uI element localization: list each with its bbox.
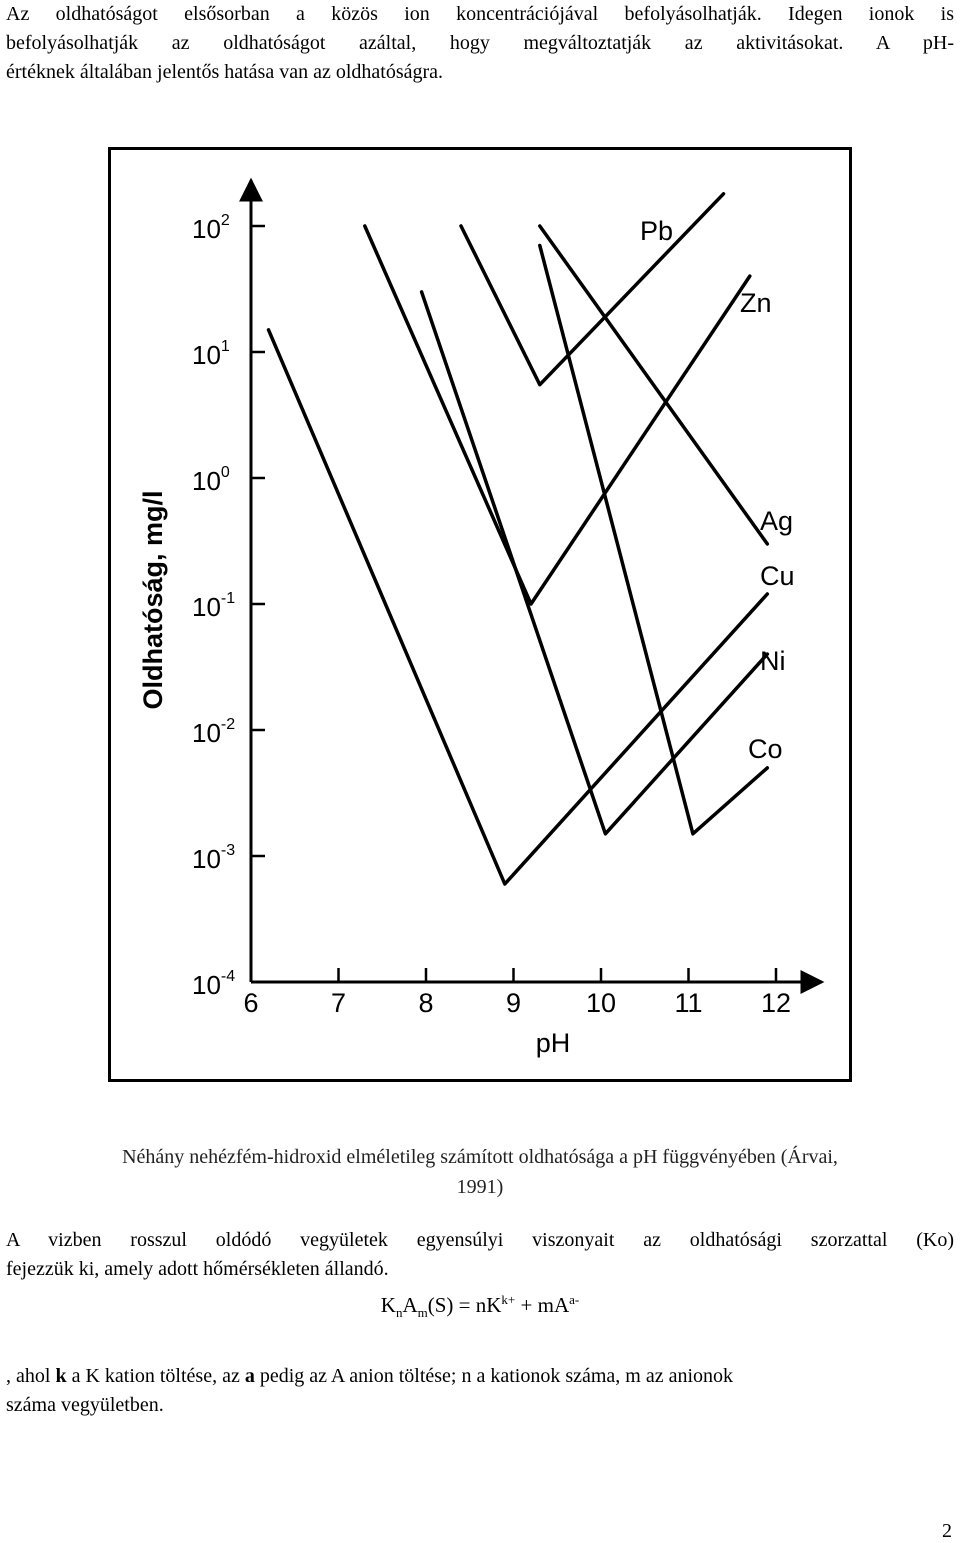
y-tick-base: 10: [192, 340, 221, 370]
p3-mid: a K kation töltése, az: [66, 1365, 245, 1387]
x-tick-label: 10: [586, 988, 616, 1018]
formula-a: A: [402, 1293, 418, 1317]
series-line-ni: [419, 290, 770, 836]
series-label-zn: Zn: [740, 288, 772, 318]
series-line-ag: [538, 224, 770, 546]
paragraph-2-line-2: fejezzük ki, amely adott hőmérsékleten á…: [6, 1258, 389, 1280]
y-tick-label: 101: [192, 338, 230, 370]
paragraph-3-line-2: száma vegyületben.: [6, 1394, 164, 1416]
y-tick-base: 10: [192, 466, 221, 496]
figure-caption-line-2: 1991): [456, 1176, 504, 1198]
formula-k: K: [380, 1293, 396, 1317]
series-label-ni: Ni: [760, 646, 786, 676]
formula-plus-part: + mA: [515, 1293, 570, 1317]
y-tick-label: 10-2: [192, 716, 235, 748]
x-tick-label: 12: [761, 988, 791, 1018]
p3-pre: , ahol: [6, 1365, 56, 1387]
y-tick-exponent: -1: [221, 590, 235, 607]
y-tick-exponent: -3: [221, 842, 235, 859]
p3-post: pedig az A anion töltése; n a kationok s…: [254, 1365, 734, 1387]
series-line-zn: [363, 224, 752, 606]
p3-k-bold: k: [55, 1365, 67, 1387]
x-tick-label: 9: [506, 988, 521, 1018]
x-axis-label: pH: [536, 1028, 571, 1058]
chart-frame: [108, 147, 852, 1082]
y-tick-base: 10: [192, 214, 221, 244]
solubility-product-formula: KnAm(S) = nKk+ + mAa-: [0, 1292, 960, 1321]
intro-line-3: értéknek általában jelentős hatása van a…: [6, 61, 444, 83]
series-label-ag: Ag: [760, 506, 793, 536]
series-label-cu: Cu: [760, 561, 795, 591]
y-tick-base: 10: [192, 592, 221, 622]
x-tick-label: 7: [331, 988, 346, 1018]
y-tick-exponent: -2: [221, 716, 235, 733]
series-line-cu: [266, 328, 770, 886]
formula-m-sub: m: [417, 1305, 428, 1321]
figure-caption-line-1: Néhány nehézfém-hidroxid elméletileg szá…: [122, 1146, 838, 1168]
paragraph-2-line-1: A vizben rosszul oldódó vegyületek egyen…: [6, 1229, 954, 1251]
y-tick-exponent: -4: [221, 968, 235, 985]
y-tick-label: 10-1: [192, 590, 235, 622]
y-tick-exponent: 1: [221, 338, 230, 355]
paragraph-3-line-1: , ahol k a K kation töltése, az a pedig …: [6, 1362, 954, 1391]
x-tick-label: 11: [674, 988, 702, 1018]
formula-k-sup: k+: [501, 1292, 516, 1307]
series-line-co: [538, 243, 770, 836]
y-tick-label: 10-4: [192, 968, 235, 1000]
formula-n-sub: n: [395, 1305, 403, 1321]
series-label-pb: Pb: [640, 216, 673, 246]
x-tick-label: 6: [243, 988, 258, 1018]
y-tick-exponent: 0: [221, 464, 230, 481]
y-tick-label: 100: [192, 464, 230, 496]
series-line-pb: [459, 192, 726, 387]
x-tick-label: 8: [418, 988, 433, 1018]
p3-a-bold: a: [244, 1365, 255, 1387]
y-axis-label: Oldhatóság, mg/l: [138, 490, 168, 709]
y-tick-base: 10: [192, 844, 221, 874]
intro-line-2: befolyásolhatják az oldhatóságot azáltal…: [6, 32, 954, 54]
y-tick-base: 10: [192, 970, 221, 1000]
formula-s-part: (S) = nK: [427, 1293, 502, 1317]
y-tick-base: 10: [192, 718, 221, 748]
y-tick-label: 10-3: [192, 842, 235, 874]
y-tick-label: 102: [192, 212, 230, 244]
intro-line-1: Az oldhatóságot elsősorban a közös ion k…: [6, 3, 954, 25]
page-number: 2: [942, 1520, 952, 1542]
series-label-co: Co: [748, 734, 783, 764]
formula-a-sup: a-: [569, 1292, 580, 1307]
y-tick-exponent: 2: [221, 212, 230, 229]
